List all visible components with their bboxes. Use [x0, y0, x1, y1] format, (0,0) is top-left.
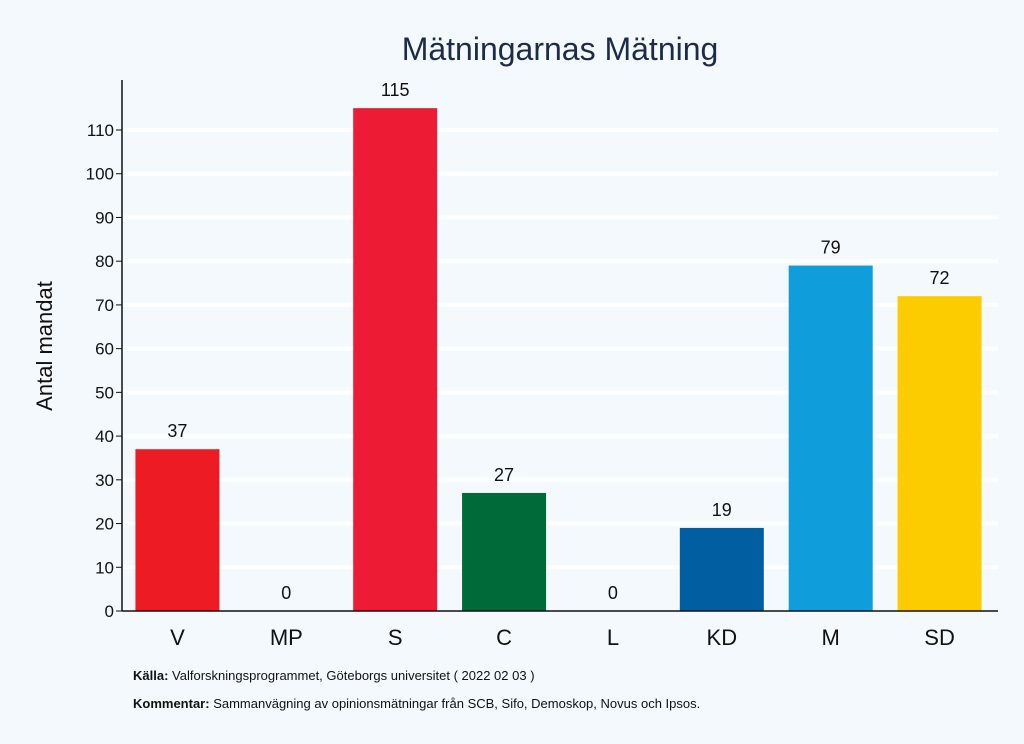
bar-chart: 0 10 20 30 40 50 60 70 80 90 100 110 V MP S C L KD M SD 37…	[32, 31, 998, 650]
y-tick-label: 40	[95, 427, 114, 446]
x-tick-label-kd: KD	[707, 625, 738, 650]
comment-label: Kommentar:	[133, 696, 210, 711]
data-label-m: 79	[821, 238, 841, 258]
bar-m	[788, 265, 873, 611]
axes	[121, 80, 998, 612]
comment-text: Sammanvägning av opinionsmätningar från …	[213, 696, 701, 711]
y-tick-label: 50	[95, 383, 114, 402]
data-label-sd: 72	[930, 268, 950, 288]
bar-sd	[897, 296, 982, 611]
data-label-mp: 0	[281, 583, 291, 603]
source-note: Källa: Valforskningsprogrammet, Göteborg…	[133, 668, 535, 683]
y-tick-label: 80	[95, 252, 114, 271]
y-tick-label: 90	[95, 208, 114, 227]
bar-s	[353, 108, 438, 612]
data-label-c: 27	[494, 465, 514, 485]
x-tick-label-sd: SD	[924, 625, 955, 650]
x-tick-label-c: C	[496, 625, 512, 650]
x-tick-labels: V MP S C L KD M SD	[170, 625, 955, 650]
y-tick-labels: 0 10 20 30 40 50 60 70 80 90 100 110	[86, 121, 122, 621]
data-label-l: 0	[608, 583, 618, 603]
chart-title: Mätningarnas Mätning	[402, 31, 719, 67]
comment-note: Kommentar: Sammanvägning av opinionsmätn…	[133, 696, 700, 711]
y-tick-label: 10	[95, 558, 114, 577]
data-label-s: 115	[381, 80, 410, 100]
x-tick-label-l: L	[607, 625, 619, 650]
y-tick-label: 0	[105, 602, 114, 621]
x-tick-label-s: S	[388, 625, 403, 650]
y-tick-label: 30	[95, 471, 114, 490]
data-label-kd: 19	[712, 500, 732, 520]
data-labels: 37 0 115 27 0 19 79 72	[167, 80, 949, 603]
y-tick-label: 60	[95, 340, 114, 359]
x-tick-label-v: V	[170, 625, 185, 650]
data-label-v: 37	[167, 421, 187, 441]
bar-c	[462, 492, 547, 611]
grid-lines	[122, 128, 998, 570]
source-label: Källa:	[133, 668, 169, 683]
y-axis-label: Antal mandat	[32, 281, 57, 411]
y-tick-label: 100	[86, 165, 114, 184]
y-tick-label: 110	[87, 121, 114, 140]
x-tick-label-m: M	[822, 625, 840, 650]
y-tick-label: 20	[95, 515, 114, 534]
y-tick-label: 70	[95, 296, 114, 315]
source-text: Valforskningsprogrammet, Göteborgs unive…	[172, 668, 535, 683]
bar-v	[135, 449, 220, 611]
x-tick-label-mp: MP	[270, 625, 303, 650]
bars	[135, 108, 982, 612]
bar-kd	[679, 527, 764, 611]
